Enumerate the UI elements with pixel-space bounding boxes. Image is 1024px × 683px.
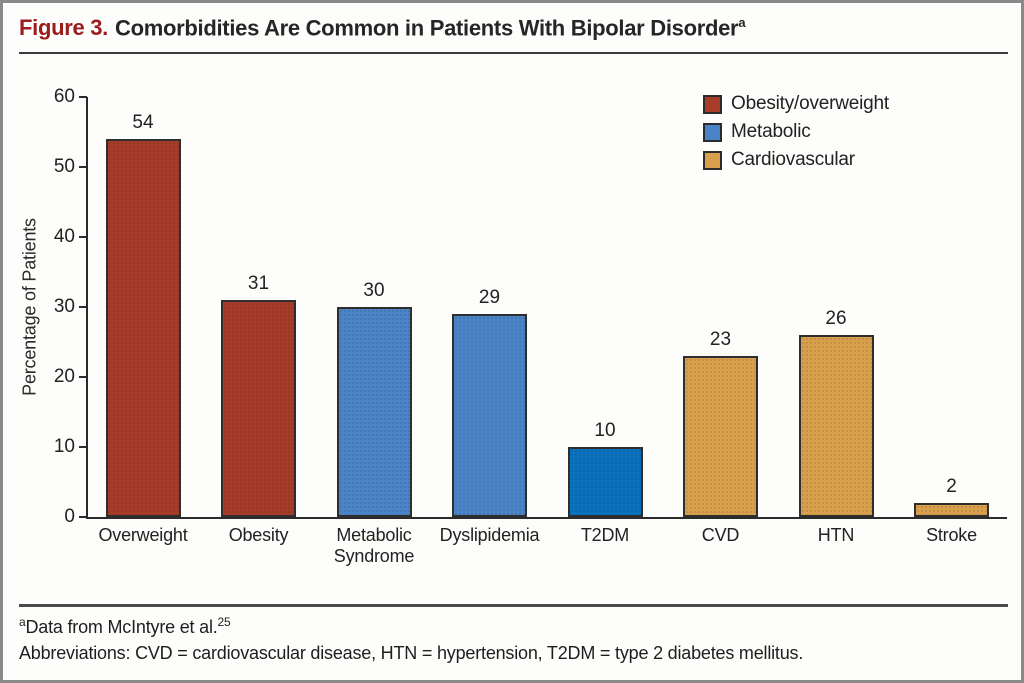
y-tick-mark [79,96,87,98]
legend: Obesity/overweight Metabolic Cardiovascula… [703,93,889,177]
x-axis-line [86,517,1007,519]
y-tick-mark [79,236,87,238]
x-axis-label: Obesity [228,525,289,545]
figure-label: Figure 3. [19,15,108,41]
bar-value-label: 54 [132,112,154,133]
bar-stroke [914,503,989,517]
legend-item: Metabolic [703,121,889,143]
y-tick-mark [79,376,87,378]
bar-htn [798,335,874,517]
x-axis-label: Stroke [926,525,977,545]
footnote-source-text: Data from McIntyre et al. [25,617,218,637]
x-axis-label: Overweight [98,525,188,545]
y-axis-title: Percentage of Patients [19,218,40,396]
x-axis-label: HTN [817,525,855,545]
legend-swatch-obesity-overweight [703,94,722,114]
bar-value-label: 26 [825,308,847,329]
footer-divider [19,604,1008,607]
y-tick-mark [79,516,87,518]
bar-t2dm [567,447,643,517]
footnote-source: aData from McIntyre et al.25 [19,615,1009,638]
y-tick-label: 30 [53,296,75,317]
y-tick-mark [79,306,87,308]
bar-value-label: 31 [247,273,270,294]
x-axis-label: Metabolic Syndrome [333,525,415,567]
bar-metabolic-syndrome [336,307,412,517]
y-axis-line [86,97,88,519]
y-tick-label: 50 [53,156,75,177]
y-tick-label: 10 [53,436,75,457]
y-tick-label: 20 [53,366,75,387]
footnote-reference-number: 25 [217,615,231,629]
y-tick-label: 60 [53,86,75,107]
y-tick-mark [79,166,87,168]
bar-chart: Percentage of Patients 0 10 20 30 40 50 60 54 O… [3,59,1021,599]
legend-label: Obesity/overweight [731,93,889,114]
title-divider [19,52,1008,54]
footnote-superscript: a [19,615,26,629]
legend-swatch-metabolic [703,122,722,142]
bar-value-label: 2 [946,476,957,497]
legend-label: Cardiovascular [731,149,855,170]
legend-item: Obesity/overweight [703,93,889,115]
bar-value-label: 23 [709,329,732,350]
x-axis-label: T2DM [580,525,630,545]
legend-item: Cardiovascular [703,149,889,171]
figure-title-superscript: a [738,15,746,30]
bar-cvd [683,356,758,517]
figure-title-text: Comorbidities Are Common in Patients Wit… [115,15,739,41]
figure-title: Figure 3. Comorbidities Are Common in Pat… [19,15,1009,41]
y-tick-mark [79,446,87,448]
legend-swatch-cardiovascular [703,150,722,170]
bar-obesity [221,300,296,517]
bar-value-label: 29 [478,287,501,308]
y-tick-label: 0 [64,506,75,527]
x-axis-label: Dyslipidemia [439,525,540,545]
legend-label: Metabolic [731,121,811,142]
bar-value-label: 30 [363,280,385,301]
bar-overweight [105,139,181,517]
x-axis-label: CVD [701,525,740,545]
footnote-abbreviations: Abbreviations: CVD = cardiovascular dise… [19,643,804,663]
bar-value-label: 10 [594,420,616,441]
y-tick-label: 40 [53,226,75,247]
bar-dyslipidemia [452,314,527,517]
